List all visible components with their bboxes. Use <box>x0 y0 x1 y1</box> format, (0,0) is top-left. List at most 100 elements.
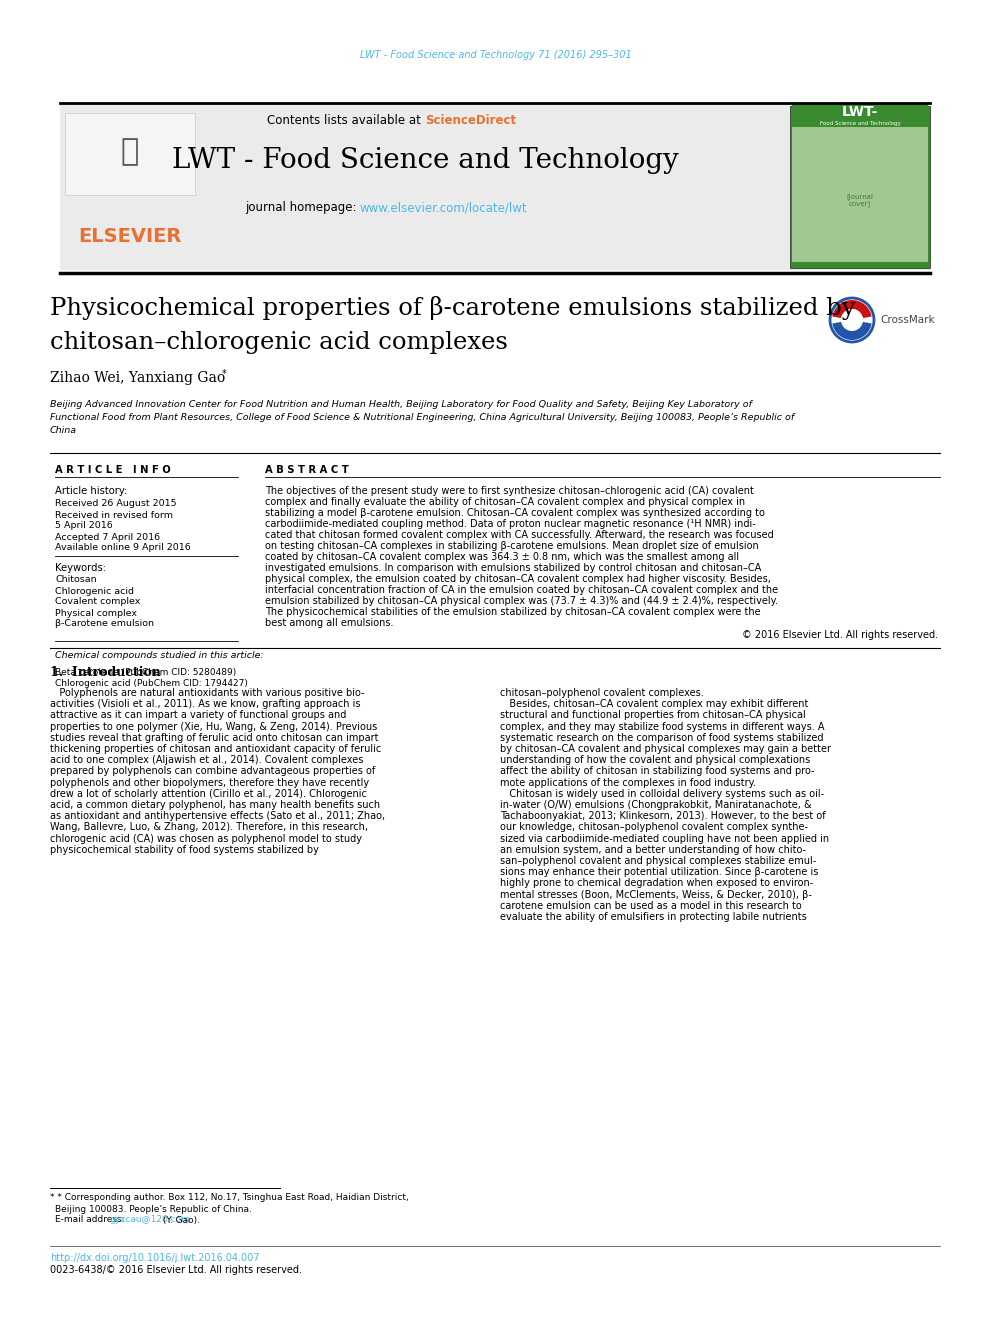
Text: www.elsevier.com/locate/lwt: www.elsevier.com/locate/lwt <box>360 201 528 214</box>
Text: carbodiimide-mediated coupling method. Data of proton nuclear magnetic resonance: carbodiimide-mediated coupling method. D… <box>265 519 756 529</box>
Text: Chitosan is widely used in colloidal delivery systems such as oil-: Chitosan is widely used in colloidal del… <box>500 789 824 799</box>
Bar <box>65 112 195 194</box>
Text: attractive as it can impart a variety of functional groups and: attractive as it can impart a variety of… <box>50 710 346 721</box>
Text: physical complex, the emulsion coated by chitosan–CA covalent complex had higher: physical complex, the emulsion coated by… <box>265 574 771 583</box>
Text: Besides, chitosan–CA covalent complex may exhibit different: Besides, chitosan–CA covalent complex ma… <box>500 699 808 709</box>
Text: understanding of how the covalent and physical complexations: understanding of how the covalent and ph… <box>500 755 810 765</box>
Text: A B S T R A C T: A B S T R A C T <box>265 464 349 475</box>
Text: 0023-6438/© 2016 Elsevier Ltd. All rights reserved.: 0023-6438/© 2016 Elsevier Ltd. All right… <box>50 1265 302 1275</box>
Circle shape <box>841 310 863 331</box>
Text: Physical complex: Physical complex <box>55 609 137 618</box>
Text: ScienceDirect: ScienceDirect <box>425 114 516 127</box>
Text: highly prone to chemical degradation when exposed to environ-: highly prone to chemical degradation whe… <box>500 878 813 889</box>
Text: ELSEVIER: ELSEVIER <box>78 228 182 246</box>
Text: Available online 9 April 2016: Available online 9 April 2016 <box>55 544 190 553</box>
Text: *: * <box>222 369 227 378</box>
Text: Chemical compounds studied in this article:: Chemical compounds studied in this artic… <box>55 651 264 660</box>
Text: Wang, Ballevre, Luo, & Zhang, 2012). Therefore, in this research,: Wang, Ballevre, Luo, & Zhang, 2012). The… <box>50 823 368 832</box>
Wedge shape <box>832 320 872 340</box>
Text: san–polyphenol covalent and physical complexes stabilize emul-: san–polyphenol covalent and physical com… <box>500 856 816 867</box>
Text: sized via carbodiimide-mediated coupling have not been applied in: sized via carbodiimide-mediated coupling… <box>500 833 829 844</box>
Text: on testing chitosan–CA complexes in stabilizing β-carotene emulsions. Mean dropl: on testing chitosan–CA complexes in stab… <box>265 541 759 550</box>
Text: complex, and they may stabilize food systems in different ways. A: complex, and they may stabilize food sys… <box>500 721 824 732</box>
Text: 🌲: 🌲 <box>121 138 139 167</box>
Text: Keywords:: Keywords: <box>55 564 106 573</box>
Text: sions may enhance their potential utilization. Since β-carotene is: sions may enhance their potential utiliz… <box>500 867 818 877</box>
Text: by chitosan–CA covalent and physical complexes may gain a better: by chitosan–CA covalent and physical com… <box>500 744 831 754</box>
Text: Physicochemical properties of β-carotene emulsions stabilized by: Physicochemical properties of β-carotene… <box>50 296 856 320</box>
Text: LWT - Food Science and Technology 71 (2016) 295–301: LWT - Food Science and Technology 71 (20… <box>360 50 632 60</box>
Text: physicochemical stability of food systems stabilized by: physicochemical stability of food system… <box>50 845 318 855</box>
Text: The physicochemical stabilities of the emulsion stabilized by chitosan–CA covale: The physicochemical stabilities of the e… <box>265 607 761 617</box>
Text: acid, a common dietary polyphenol, has many health benefits such: acid, a common dietary polyphenol, has m… <box>50 800 380 810</box>
Text: mental stresses (Boon, McClements, Weiss, & Decker, 2010), β-: mental stresses (Boon, McClements, Weiss… <box>500 889 811 900</box>
Text: Article history:: Article history: <box>55 486 127 496</box>
Wedge shape <box>832 300 872 320</box>
Text: Chlorogenic acid (PubChem CID: 1794427): Chlorogenic acid (PubChem CID: 1794427) <box>55 679 248 688</box>
Text: stabilizing a model β-carotene emulsion. Chitosan–CA covalent complex was synthe: stabilizing a model β-carotene emulsion.… <box>265 508 765 519</box>
Bar <box>792 105 928 122</box>
Text: an emulsion system, and a better understanding of how chito-: an emulsion system, and a better underst… <box>500 845 806 855</box>
Text: Contents lists available at: Contents lists available at <box>268 114 425 127</box>
Text: journal homepage:: journal homepage: <box>245 201 360 214</box>
Text: systematic research on the comparison of food systems stabilized: systematic research on the comparison of… <box>500 733 823 742</box>
Text: Beijing 100083. People’s Republic of China.: Beijing 100083. People’s Republic of Chi… <box>55 1204 252 1213</box>
Text: 5 April 2016: 5 April 2016 <box>55 521 113 531</box>
Text: coated by chitosan–CA covalent complex was 364.3 ± 0.8 nm, which was the smalles: coated by chitosan–CA covalent complex w… <box>265 552 739 562</box>
Text: emulsion stabilized by chitosan–CA physical complex was (73.7 ± 4.3)% and (44.9 : emulsion stabilized by chitosan–CA physi… <box>265 595 778 606</box>
Text: activities (Visioli et al., 2011). As we know, grafting approach is: activities (Visioli et al., 2011). As we… <box>50 699 360 709</box>
Text: polyphenols and other biopolymers, therefore they have recently: polyphenols and other biopolymers, there… <box>50 778 369 787</box>
Bar <box>60 103 930 270</box>
Text: Covalent complex: Covalent complex <box>55 598 141 606</box>
Text: Received in revised form: Received in revised form <box>55 511 173 520</box>
Text: mote applications of the complexes in food industry.: mote applications of the complexes in fo… <box>500 778 756 787</box>
Text: Chlorogenic acid: Chlorogenic acid <box>55 586 134 595</box>
Text: properties to one polymer (Xie, Hu, Wang, & Zeng, 2014). Previous: properties to one polymer (Xie, Hu, Wang… <box>50 721 377 732</box>
Text: in-water (O/W) emulsions (Chongprakobkit, Maniratanachote, &: in-water (O/W) emulsions (Chongprakobkit… <box>500 800 811 810</box>
Bar <box>792 127 928 262</box>
Text: E-mail address:: E-mail address: <box>55 1216 127 1225</box>
Text: as antioxidant and antihypertensive effects (Sato et al., 2011; Zhao,: as antioxidant and antihypertensive effe… <box>50 811 385 822</box>
Text: chitosan–chlorogenic acid complexes: chitosan–chlorogenic acid complexes <box>50 332 508 355</box>
Text: gyxcau@126.com: gyxcau@126.com <box>109 1216 190 1225</box>
Text: Food Science and Technology: Food Science and Technology <box>819 122 901 127</box>
Text: Chitosan: Chitosan <box>55 576 96 585</box>
Text: Beijing Advanced Innovation Center for Food Nutrition and Human Health, Beijing : Beijing Advanced Innovation Center for F… <box>50 400 795 435</box>
Text: best among all emulsions.: best among all emulsions. <box>265 618 394 628</box>
Text: © 2016 Elsevier Ltd. All rights reserved.: © 2016 Elsevier Ltd. All rights reserved… <box>742 630 938 640</box>
Text: evaluate the ability of emulsifiers in protecting labile nutrients: evaluate the ability of emulsifiers in p… <box>500 912 806 922</box>
Text: complex and finally evaluate the ability of chitosan–CA covalent complex and phy: complex and finally evaluate the ability… <box>265 497 745 507</box>
Text: our knowledge, chitosan–polyphenol covalent complex synthe-: our knowledge, chitosan–polyphenol coval… <box>500 823 808 832</box>
Text: Zihao Wei, Yanxiang Gao: Zihao Wei, Yanxiang Gao <box>50 370 225 385</box>
Text: structural and functional properties from chitosan–CA physical: structural and functional properties fro… <box>500 710 806 721</box>
Text: Beta carotene (PubChem CID: 5280489): Beta carotene (PubChem CID: 5280489) <box>55 668 236 676</box>
Text: investigated emulsions. In comparison with emulsions stabilized by control chito: investigated emulsions. In comparison wi… <box>265 564 761 573</box>
Text: interfacial concentration fraction of CA in the emulsion coated by chitosan–CA c: interfacial concentration fraction of CA… <box>265 585 778 595</box>
Text: chlorogenic acid (CA) was chosen as polyphenol model to study: chlorogenic acid (CA) was chosen as poly… <box>50 833 362 844</box>
Text: http://dx.doi.org/10.1016/j.lwt.2016.04.007: http://dx.doi.org/10.1016/j.lwt.2016.04.… <box>50 1253 260 1263</box>
Text: Tachaboonyakiat, 2013; Klinkesorn, 2013). However, to the best of: Tachaboonyakiat, 2013; Klinkesorn, 2013)… <box>500 811 825 822</box>
Text: affect the ability of chitosan in stabilizing food systems and pro-: affect the ability of chitosan in stabil… <box>500 766 814 777</box>
Text: CrossMark: CrossMark <box>880 315 934 325</box>
Text: Polyphenols are natural antioxidants with various positive bio-: Polyphenols are natural antioxidants wit… <box>50 688 364 699</box>
Text: * * Corresponding author. Box 112, No.17, Tsinghua East Road, Haidian District,: * * Corresponding author. Box 112, No.17… <box>50 1193 409 1203</box>
Bar <box>790 106 930 269</box>
Text: thickening properties of chitosan and antioxidant capacity of ferulic: thickening properties of chitosan and an… <box>50 744 381 754</box>
Text: cated that chitosan formed covalent complex with CA successfully. Afterward, the: cated that chitosan formed covalent comp… <box>265 531 774 540</box>
Circle shape <box>841 310 863 331</box>
Text: Accepted 7 April 2016: Accepted 7 April 2016 <box>55 532 160 541</box>
Text: (Y. Gao).: (Y. Gao). <box>160 1216 199 1225</box>
Text: LWT - Food Science and Technology: LWT - Food Science and Technology <box>172 147 679 173</box>
Text: chitosan–polyphenol covalent complexes.: chitosan–polyphenol covalent complexes. <box>500 688 703 699</box>
Text: 1.  Introduction: 1. Introduction <box>50 667 161 680</box>
Text: LWT-: LWT- <box>842 105 878 119</box>
Text: studies reveal that grafting of ferulic acid onto chitosan can impart: studies reveal that grafting of ferulic … <box>50 733 379 742</box>
Text: β-Carotene emulsion: β-Carotene emulsion <box>55 619 154 628</box>
Text: Received 26 August 2015: Received 26 August 2015 <box>55 500 177 508</box>
Text: The objectives of the present study were to first synthesize chitosan–chlorogeni: The objectives of the present study were… <box>265 486 754 496</box>
Text: [journal
cover]: [journal cover] <box>846 193 874 208</box>
Text: carotene emulsion can be used as a model in this research to: carotene emulsion can be used as a model… <box>500 901 802 910</box>
Text: prepared by polyphenols can combine advantageous properties of: prepared by polyphenols can combine adva… <box>50 766 375 777</box>
Text: acid to one complex (Aljawish et al., 2014). Covalent complexes: acid to one complex (Aljawish et al., 20… <box>50 755 363 765</box>
Text: drew a lot of scholarly attention (Cirillo et al., 2014). Chlorogenic: drew a lot of scholarly attention (Ciril… <box>50 789 367 799</box>
